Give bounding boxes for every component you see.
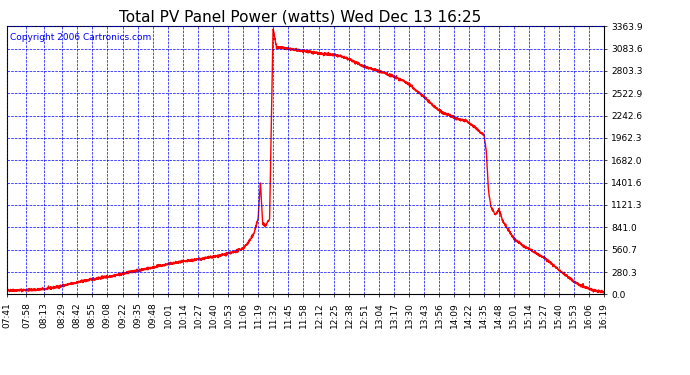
Text: Copyright 2006 Cartronics.com: Copyright 2006 Cartronics.com (10, 33, 151, 42)
Text: Total PV Panel Power (watts) Wed Dec 13 16:25: Total PV Panel Power (watts) Wed Dec 13 … (119, 9, 482, 24)
